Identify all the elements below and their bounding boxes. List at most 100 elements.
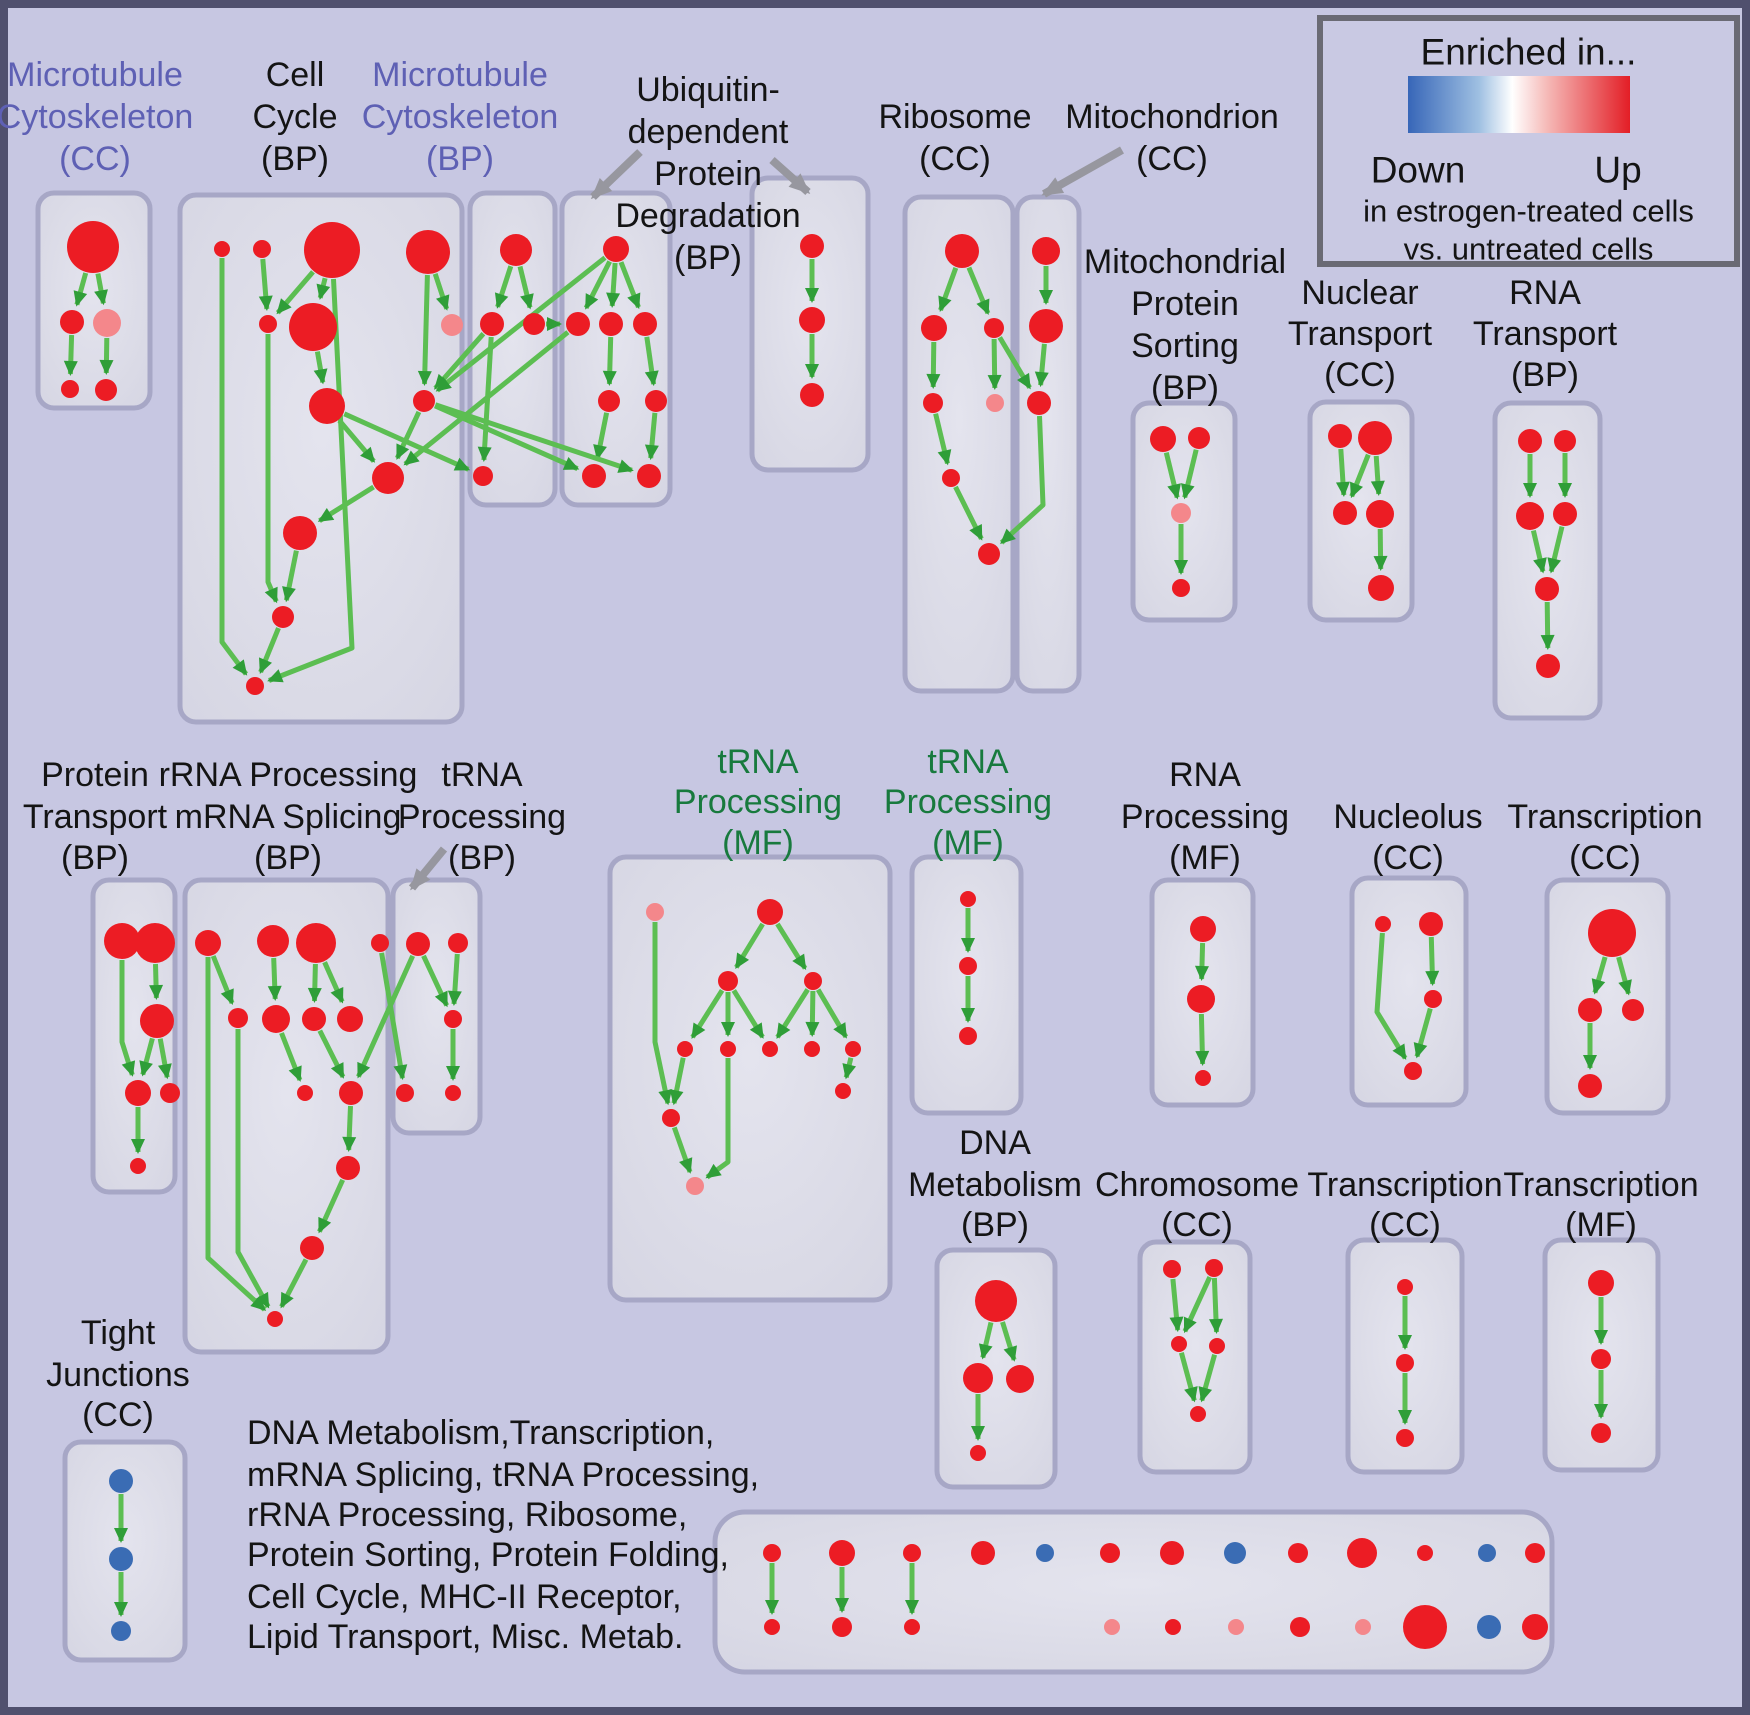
edge — [63, 334, 78, 376]
legend-title: Enriched in... — [1421, 32, 1637, 73]
go-term-node-rrna-mrna-8 — [297, 1085, 313, 1101]
cluster-label-transcription-mf-line-0: Transcription — [1503, 1166, 1698, 1204]
go-term-node-ubiquitin-a-2 — [599, 312, 623, 336]
go-term-node-trna-mf-1-10 — [835, 1083, 851, 1099]
go-term-node-cell-cycle-1 — [253, 240, 271, 258]
go-term-node-ubiquitin-a-3 — [633, 312, 657, 336]
go-term-node-misc-wide-12 — [1525, 1543, 1545, 1563]
cluster-label-ribosome-line-0: Ribosome — [878, 98, 1031, 136]
go-term-node-rna-processing-mf-2 — [1195, 1070, 1211, 1086]
go-term-node-misc-wide-8 — [1288, 1543, 1308, 1563]
go-term-node-ribosome-0 — [945, 234, 979, 268]
go-term-node-cell-cycle-9 — [372, 462, 404, 494]
cluster-label-rna-processing-mf-line-0: RNA — [1169, 756, 1241, 794]
go-term-node-cell-cycle-3 — [406, 230, 450, 274]
go-term-node-transcription-cc-2 — [1396, 1429, 1414, 1447]
edge — [1425, 936, 1440, 986]
legend-box — [1317, 15, 1740, 267]
edge — [652, 922, 673, 1106]
go-term-node-nuclear-transport-1 — [1358, 421, 1392, 455]
edge — [926, 341, 941, 389]
go-term-node-ubiquitin-a-1 — [566, 312, 590, 336]
go-term-node-transcription-mf-0 — [1588, 1270, 1614, 1296]
edge — [583, 260, 612, 310]
edge — [775, 988, 810, 1039]
cluster-label-rna-processing-mf-line-1: Processing — [1121, 798, 1289, 836]
go-term-node-misc-wide-2 — [903, 1544, 921, 1562]
legend-gradient-bar — [1408, 76, 1630, 133]
go-term-node-cell-cycle-10 — [283, 516, 317, 550]
go-term-node-mt-bp-2 — [523, 313, 545, 335]
go-term-node-cell-cycle-12 — [246, 677, 264, 695]
cluster-label-cell-cycle-line-1: Cycle — [252, 98, 337, 136]
edge — [149, 963, 164, 1000]
go-term-node-mt-bp-1 — [480, 312, 504, 336]
edge — [343, 411, 471, 472]
cluster-label-cell-cycle-line-2: (BP) — [261, 140, 329, 178]
edge — [494, 265, 514, 309]
cluster-label-trna-mf-2-line-2: (MF) — [932, 824, 1004, 862]
edge — [669, 1057, 686, 1106]
go-term-node-ribosome-1 — [921, 315, 947, 341]
edge — [1034, 343, 1049, 388]
edge — [157, 1038, 172, 1080]
cluster-label-mt-bp-line-0: Microtubule — [372, 56, 548, 94]
edge — [606, 262, 621, 308]
edge — [953, 485, 984, 541]
go-term-node-misc-wide-16 — [1104, 1619, 1120, 1635]
edge — [205, 957, 267, 1312]
go-term-node-misc-wide-15 — [904, 1619, 920, 1635]
cluster-label-rna-transport-line-1: Transport — [1473, 315, 1618, 353]
go-term-node-trna-bp-2 — [444, 1010, 462, 1028]
go-term-node-misc-wide-1 — [829, 1540, 855, 1566]
cluster-label-mito-protein-sorting-line-1: Protein — [1131, 285, 1239, 323]
go-term-node-nuclear-transport-2 — [1333, 501, 1357, 525]
label-pointer-arrow-ubiquitin-right — [769, 157, 811, 195]
edge — [279, 1258, 309, 1309]
go-term-node-misc-wide-18 — [1228, 1619, 1244, 1635]
go-term-node-misc-wide-22 — [1477, 1615, 1501, 1639]
go-term-node-nucleolus-2 — [1424, 990, 1442, 1008]
edge — [602, 336, 617, 386]
edge — [1370, 455, 1385, 496]
go-term-node-mt-cc-2 — [93, 309, 121, 337]
go-term-node-ubiquitin-a-5 — [645, 390, 667, 412]
go-term-node-misc-wide-10 — [1417, 1545, 1433, 1561]
go-term-node-dna-metabolism-3 — [970, 1445, 986, 1461]
go-term-node-rna-transport-0 — [1518, 429, 1542, 453]
go-term-node-misc-wide-0 — [763, 1544, 781, 1562]
edge — [356, 954, 415, 1079]
edge — [322, 961, 345, 1004]
edge — [258, 258, 273, 311]
edge — [307, 963, 322, 1003]
go-term-node-transcription-cc-top-2 — [1622, 999, 1644, 1021]
go-term-node-transcription-cc-0 — [1397, 1279, 1413, 1295]
go-term-node-misc-wide-11 — [1478, 1544, 1496, 1562]
misc-clusters-text-line-0: DNA Metabolism,Transcription, — [247, 1414, 714, 1452]
edge — [403, 330, 570, 467]
go-term-node-cell-cycle-7 — [309, 388, 345, 424]
go-term-node-trna-bp-1 — [448, 933, 468, 953]
cluster-label-rna-transport-line-0: RNA — [1509, 274, 1581, 312]
cluster-label-mito-protein-sorting-line-0: Mitochondrial — [1084, 243, 1286, 281]
go-term-node-dna-metabolism-1 — [963, 1363, 993, 1393]
go-term-node-rna-transport-5 — [1536, 654, 1560, 678]
edge — [999, 415, 1046, 545]
cluster-label-tight-junctions-line-2: (CC) — [82, 1396, 154, 1434]
go-term-node-mitochondrion-1 — [1029, 309, 1063, 343]
cluster-label-transcription-cc-top-line-0: Transcription — [1507, 798, 1702, 836]
go-term-node-rrna-mrna-3 — [371, 934, 389, 952]
cluster-box-mt-cc — [35, 190, 153, 411]
edge — [316, 277, 331, 300]
go-term-node-rna-transport-3 — [1553, 502, 1577, 526]
edge — [235, 1029, 271, 1309]
go-term-node-transcription-cc-1 — [1396, 1354, 1414, 1372]
go-term-node-rrna-mrna-2 — [296, 923, 336, 963]
edge — [734, 922, 765, 970]
cluster-label-rrna-mrna-line-2: (BP) — [254, 839, 322, 877]
edge — [435, 255, 607, 393]
go-term-node-chromosome-3 — [1209, 1338, 1225, 1354]
misc-clusters-text-line-2: rRNA Processing, Ribosome, — [247, 1496, 687, 1534]
go-term-node-transcription-cc-top-3 — [1578, 1074, 1602, 1098]
go-term-node-mt-bp-0 — [500, 234, 532, 266]
